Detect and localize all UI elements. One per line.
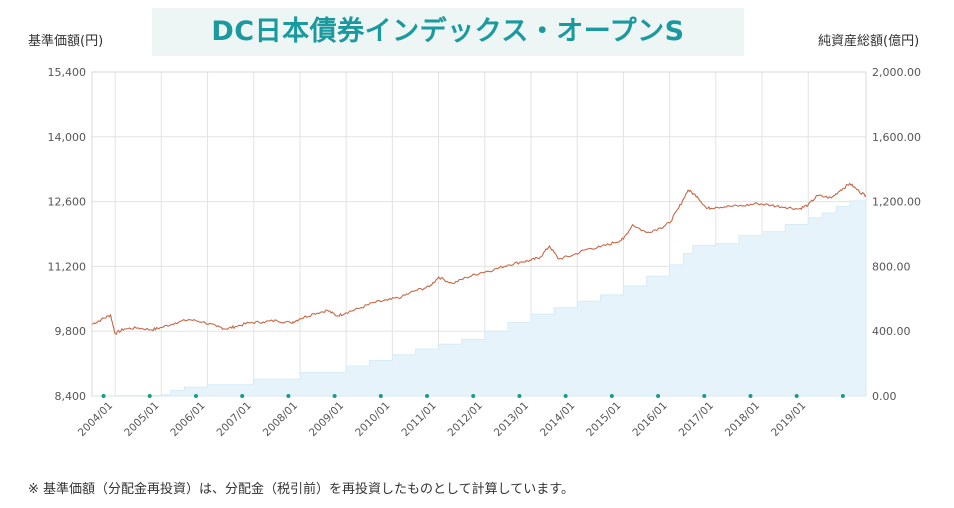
period-marker bbox=[378, 394, 383, 398]
footnote: ※ 基準価額（分配金再投資）は、分配金（税引前）を再投資したものとして計算してい… bbox=[28, 482, 574, 497]
nav-price-line bbox=[91, 182, 867, 336]
x-tick-label: 2019/01 bbox=[769, 400, 808, 439]
left-axis-title: 基準価額(円) bbox=[28, 34, 104, 49]
x-tick-label: 2007/01 bbox=[215, 400, 254, 439]
fund-chart: 8,400 0.00 9,800 400.00 11,200 800.00 12,600 1,… bbox=[48, 66, 921, 439]
x-tick-label: 2015/01 bbox=[584, 400, 623, 439]
y-right-tick-label: 800.00 bbox=[872, 260, 911, 273]
y-right-tick-label: 1,600.00 bbox=[872, 131, 921, 144]
period-marker bbox=[609, 394, 614, 398]
right-axis-title: 純資産総額(億円) bbox=[818, 34, 920, 49]
x-tick-label: 2005/01 bbox=[122, 400, 161, 439]
period-marker bbox=[702, 394, 707, 398]
x-tick-label: 2009/01 bbox=[307, 400, 346, 439]
y-left-tick-label: 9,800 bbox=[55, 325, 87, 338]
y-left-tick-label: 12,600 bbox=[48, 196, 87, 209]
period-marker bbox=[147, 394, 152, 398]
period-marker bbox=[840, 394, 845, 398]
x-tick-label: 2010/01 bbox=[353, 400, 392, 439]
x-tick-label: 2013/01 bbox=[492, 400, 531, 439]
period-marker bbox=[794, 394, 799, 398]
x-tick-label: 2012/01 bbox=[446, 400, 485, 439]
period-marker bbox=[193, 394, 198, 398]
period-marker bbox=[286, 394, 291, 398]
period-marker bbox=[425, 394, 430, 398]
x-tick-label: 2008/01 bbox=[261, 400, 300, 439]
x-tick-label: 2018/01 bbox=[723, 400, 762, 439]
period-marker bbox=[471, 394, 476, 398]
period-marker bbox=[563, 394, 568, 398]
y-right-tick-label: 1,200.00 bbox=[872, 196, 921, 209]
period-marker bbox=[748, 394, 753, 398]
period-marker bbox=[240, 394, 245, 398]
x-tick-label: 2004/01 bbox=[76, 400, 115, 439]
y-left-tick-label: 11,200 bbox=[48, 260, 87, 273]
y-left-tick-label: 15,400 bbox=[48, 66, 87, 79]
x-tick-label: 2006/01 bbox=[168, 400, 207, 439]
x-tick-label: 2014/01 bbox=[538, 400, 577, 439]
y-right-tick-label: 0.00 bbox=[872, 390, 897, 403]
period-marker bbox=[656, 394, 661, 398]
y-left-tick-label: 14,000 bbox=[48, 131, 87, 144]
period-marker bbox=[517, 394, 522, 398]
x-tick-label: 2016/01 bbox=[630, 400, 669, 439]
period-marker bbox=[101, 394, 106, 398]
y-right-tick-label: 400.00 bbox=[872, 325, 911, 338]
net-assets-area bbox=[92, 196, 867, 397]
y-right-tick-label: 2,000.00 bbox=[872, 66, 921, 79]
x-tick-label: 2011/01 bbox=[399, 400, 438, 439]
chart-title: DC日本債券インデックス・オープンS bbox=[152, 8, 744, 56]
y-left-tick-label: 8,400 bbox=[55, 390, 87, 403]
x-tick-label: 2017/01 bbox=[677, 400, 716, 439]
period-marker bbox=[332, 394, 337, 398]
